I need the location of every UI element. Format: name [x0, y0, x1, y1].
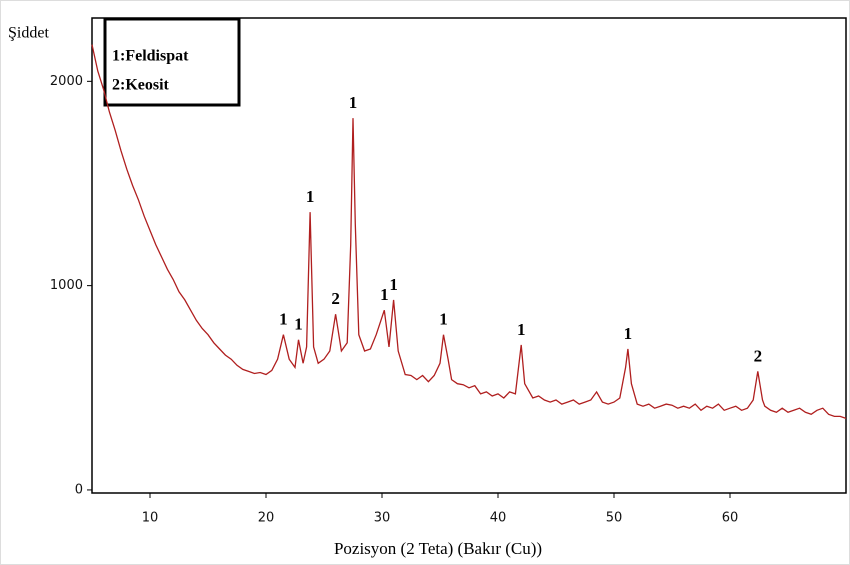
y-tick-label: 0 [75, 482, 83, 497]
x-tick-label: 40 [490, 511, 507, 526]
peak-label: 2 [754, 346, 763, 365]
peak-label: 1 [294, 315, 303, 334]
peak-label: 1 [279, 310, 288, 329]
peak-label: 1 [517, 320, 526, 339]
y-axis-label: Şiddet [8, 25, 49, 42]
peak-label: 2 [331, 289, 340, 308]
x-tick-label: 30 [374, 511, 391, 526]
peak-label: 1 [624, 324, 633, 343]
peak-label: 1 [349, 93, 358, 112]
peak-label: 1 [439, 310, 448, 329]
x-tick-label: 50 [606, 511, 623, 526]
legend-text: 2:Keosit [112, 77, 170, 94]
x-tick-label: 60 [722, 511, 739, 526]
x-tick-label: 10 [142, 511, 159, 526]
legend-box [103, 17, 241, 107]
peak-label: 1 [306, 187, 315, 206]
y-tick-label: 2000 [50, 74, 83, 89]
x-axis-label: Pozisyon (2 Teta) (Bakır (Cu)) [334, 539, 542, 558]
x-tick-label: 20 [258, 511, 275, 526]
legend-text: 1:Feldispat [112, 48, 189, 65]
peak-label: 1 [389, 275, 398, 294]
y-tick-label: 1000 [50, 278, 83, 293]
data-line [91, 44, 847, 420]
peak-label: 1 [380, 285, 389, 304]
